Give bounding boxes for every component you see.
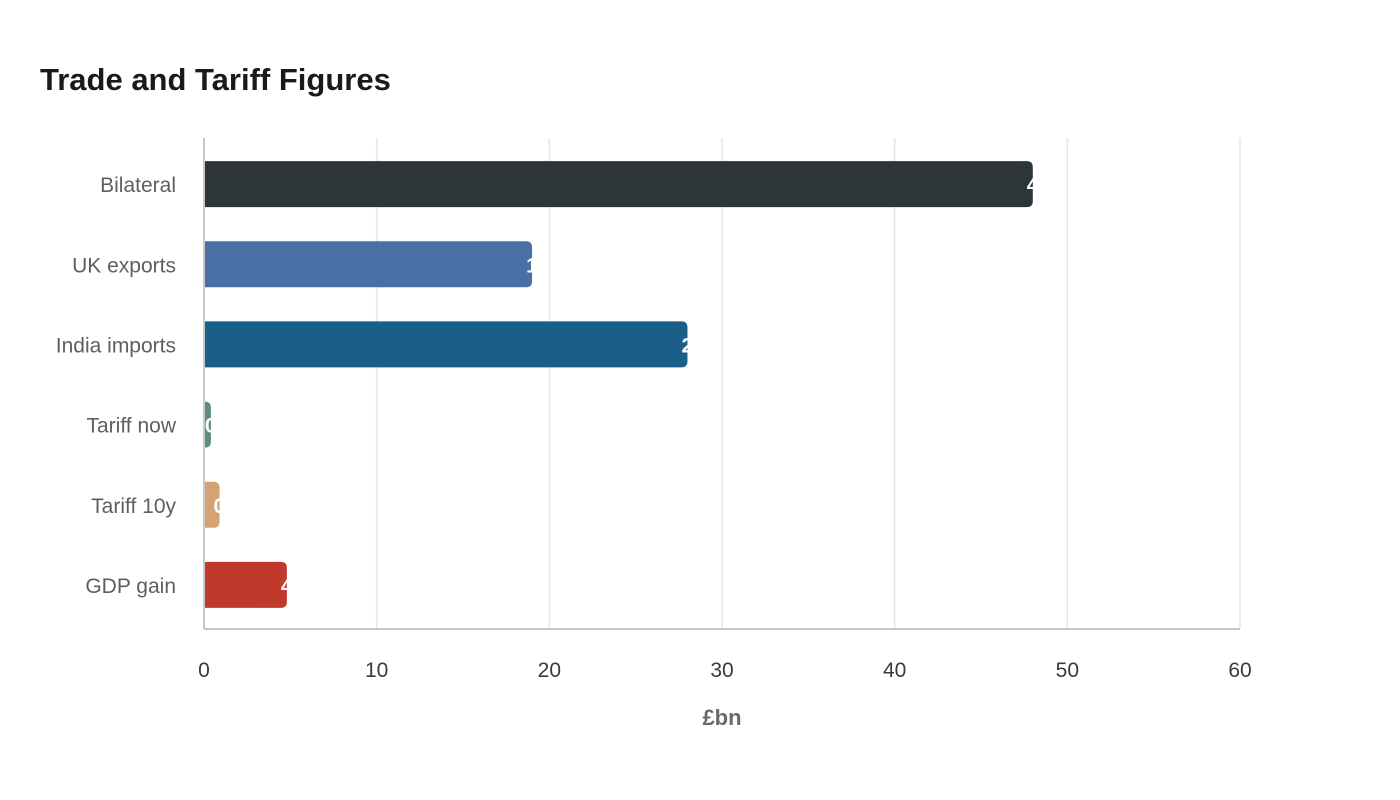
category-label: Tariff 10y [91, 495, 176, 518]
bar-value-label: 28 [681, 334, 705, 357]
category-label: Tariff now [87, 415, 177, 438]
bar [204, 481, 220, 528]
bar-value-label: 0.9 [214, 495, 243, 518]
axes [203, 138, 1240, 630]
x-tick-label: 50 [1056, 659, 1079, 682]
x-tick-labels: 0 10 20 30 40 50 60 [198, 659, 1252, 682]
bar [204, 561, 287, 608]
bar-value-label: 48 [1027, 174, 1051, 197]
x-tick-label: 60 [1228, 659, 1251, 682]
category-label: India imports [56, 334, 176, 357]
bar-value-label: 0.4 [205, 415, 235, 438]
category-labels: Bilateral UK exports India imports Tariff n… [56, 174, 177, 598]
x-tick-label: 30 [710, 659, 733, 682]
category-label: Bilateral [100, 174, 176, 197]
x-axis-title: £bn [702, 705, 741, 730]
x-tick-label: 10 [365, 659, 388, 682]
chart-title: Trade and Tariff Figures [40, 62, 391, 97]
x-tick-label: 0 [198, 659, 210, 682]
bar-value-labels: 48 19 28 0.4 0.9 4.8 [205, 174, 1051, 598]
bar [204, 161, 1033, 208]
bar [204, 401, 211, 448]
bar [204, 321, 688, 368]
gridlines [375, 138, 1241, 629]
bar [204, 241, 533, 288]
x-tick-label: 20 [538, 659, 561, 682]
bars [204, 161, 1033, 608]
x-tick-label: 40 [883, 659, 906, 682]
category-label: UK exports [72, 254, 176, 277]
bar-value-label: 19 [526, 254, 549, 277]
category-label: GDP gain [85, 575, 176, 598]
bar-value-label: 4.8 [281, 575, 311, 598]
